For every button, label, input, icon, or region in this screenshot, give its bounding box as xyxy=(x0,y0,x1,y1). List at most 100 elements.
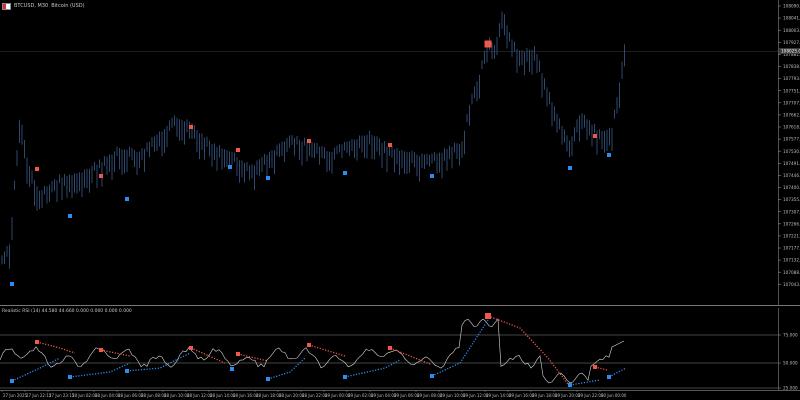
sell-signal-marker[interactable] xyxy=(593,134,597,138)
rsi-buy-marker[interactable] xyxy=(68,375,72,379)
rsi-buy-marker[interactable] xyxy=(343,375,347,379)
sell-trail xyxy=(100,349,131,357)
price-tick-label: 107882.00 xyxy=(783,52,800,57)
time-tick-label: 28 Jun 14:00 xyxy=(210,393,236,398)
price-tick-label: 107838.00 xyxy=(783,64,800,69)
time-tick-label: 28 Jun 04:00 xyxy=(95,393,121,398)
buy-trail xyxy=(126,352,191,372)
rsi-buy-marker[interactable] xyxy=(10,379,14,383)
buy-trail xyxy=(69,362,131,378)
time-tick-label: 30 Jun 00:00 xyxy=(601,393,627,398)
time-tick-label: 28 Jun 08:00 xyxy=(141,393,167,398)
buy-signal-marker[interactable] xyxy=(68,214,72,218)
time-tick-label: 27 Jun 22:15 xyxy=(26,393,52,398)
rsi-sell-marker[interactable] xyxy=(593,365,597,369)
rsi-sell-marker[interactable] xyxy=(485,313,491,319)
buy-signal-marker[interactable] xyxy=(568,166,572,170)
time-tick-label: 28 Jun 02:00 xyxy=(72,393,98,398)
price-chart[interactable]: 108090.00 108041.00 108003.00 107927.00 1078… xyxy=(0,0,800,306)
time-tick-label: 27 Jun 2025 xyxy=(3,393,28,398)
price-tick-label: 107530.00 xyxy=(783,149,800,154)
rsi-sell-marker[interactable] xyxy=(189,346,193,350)
time-tick-label: 29 Jun 08:00 xyxy=(417,393,443,398)
rsi-buy-marker[interactable] xyxy=(266,377,270,381)
rsi-level-label: 75.000 xyxy=(783,333,798,338)
buy-trail xyxy=(608,367,627,378)
sell-signal-marker[interactable] xyxy=(484,40,492,48)
time-tick-label: 28 Jun 18:00 xyxy=(256,393,282,398)
time-tick-label: 29 Jun 06:00 xyxy=(394,393,420,398)
time-tick-label: 28 Jun 20:00 xyxy=(279,393,305,398)
buy-signal-marker[interactable] xyxy=(125,197,129,201)
time-tick-label: 28 Jun 12:00 xyxy=(187,393,213,398)
time-tick-label: 29 Jun 14:00 xyxy=(486,393,512,398)
time-tick-label: 29 Jun 02:00 xyxy=(348,393,374,398)
sell-signal-marker[interactable] xyxy=(189,125,193,129)
indicator-label: Realistic RSI (14) 44.580 44.660 0.000 0… xyxy=(2,309,132,314)
time-tick-label: 28 Jun 22:00 xyxy=(302,393,328,398)
price-tick-label: 107307.00 xyxy=(783,209,800,214)
time-tick-label: 28 Jun 06:00 xyxy=(118,393,144,398)
rsi-buy-marker[interactable] xyxy=(607,375,611,379)
time-tick-label: 29 Jun 04:00 xyxy=(371,393,397,398)
buy-signal-marker[interactable] xyxy=(343,171,347,175)
price-tick-label: 107266.00 xyxy=(783,221,800,226)
price-tick-label: 107355.00 xyxy=(783,197,800,202)
buy-signal-marker[interactable] xyxy=(607,153,611,157)
price-tick-label: 108041.00 xyxy=(783,16,800,21)
price-tick-label: 107751.00 xyxy=(783,88,800,93)
price-tick-label: 107177.00 xyxy=(783,246,800,251)
buy-trail xyxy=(11,357,61,382)
buy-signal-marker[interactable] xyxy=(430,174,434,178)
price-tick-label: 107793.00 xyxy=(783,76,800,81)
rsi-sell-marker[interactable] xyxy=(35,340,39,344)
time-tick-label: 29 Jun 12:00 xyxy=(463,393,489,398)
rsi-buy-marker[interactable] xyxy=(125,369,129,373)
buy-trail xyxy=(569,379,601,386)
symbol-label: BTCUSD, M30 xyxy=(14,3,49,9)
rsi-sell-marker[interactable] xyxy=(388,346,392,350)
sell-trail xyxy=(237,353,269,362)
price-tick-label: 107577.00 xyxy=(783,137,800,142)
sell-trail xyxy=(36,341,76,354)
flag-icon xyxy=(2,2,11,10)
buy-signal-marker[interactable] xyxy=(10,282,14,286)
sell-signal-marker[interactable] xyxy=(35,167,39,171)
rsi-buy-marker[interactable] xyxy=(430,374,434,378)
rsi-line xyxy=(0,318,625,384)
symbol-description: Bitcoin (USD) xyxy=(51,3,85,9)
price-tick-label: 107043.00 xyxy=(783,282,800,287)
rsi-buy-marker[interactable] xyxy=(230,367,234,371)
price-tick-label: 107491.00 xyxy=(783,161,800,166)
sell-trail xyxy=(308,344,346,357)
time-tick-label: 29 Jun 10:00 xyxy=(440,393,466,398)
chart-title: BTCUSD, M30 Bitcoin (USD) xyxy=(2,1,85,11)
time-tick-label: 29 Jun 18:00 xyxy=(532,393,558,398)
buy-signal-marker[interactable] xyxy=(228,165,232,169)
buy-signal-marker[interactable] xyxy=(266,176,270,180)
price-tick-label: 108003.00 xyxy=(783,28,800,33)
sell-trail xyxy=(594,366,608,371)
time-tick-label: 28 Jun 10:00 xyxy=(164,393,190,398)
sell-signal-marker[interactable] xyxy=(388,143,392,147)
price-tick-label: 107446.00 xyxy=(783,173,800,178)
sell-signal-marker[interactable] xyxy=(99,174,103,178)
sell-trail xyxy=(190,347,226,364)
current-price-box xyxy=(779,48,800,54)
time-tick-label: 29 Jun 22:00 xyxy=(578,393,604,398)
rsi-sell-marker[interactable] xyxy=(99,348,103,352)
sell-signal-marker[interactable] xyxy=(307,139,311,143)
indicator-chart[interactable]: 75.000 50.000 25.000 xyxy=(0,308,800,390)
price-tick-label: 107132.00 xyxy=(783,258,800,263)
rsi-sell-marker[interactable] xyxy=(307,343,311,347)
rsi-level-label: 25.000 xyxy=(783,386,798,390)
price-tick-label: 107400.00 xyxy=(783,185,800,190)
rsi-sell-marker[interactable] xyxy=(236,352,240,356)
sell-signal-marker[interactable] xyxy=(236,148,240,152)
rsi-buy-marker[interactable] xyxy=(568,383,572,387)
time-tick-label: 29 Jun 20:00 xyxy=(555,393,581,398)
time-tick-label: 27 Jun 23:15 xyxy=(49,393,75,398)
price-tick-label: 107221.00 xyxy=(783,234,800,239)
